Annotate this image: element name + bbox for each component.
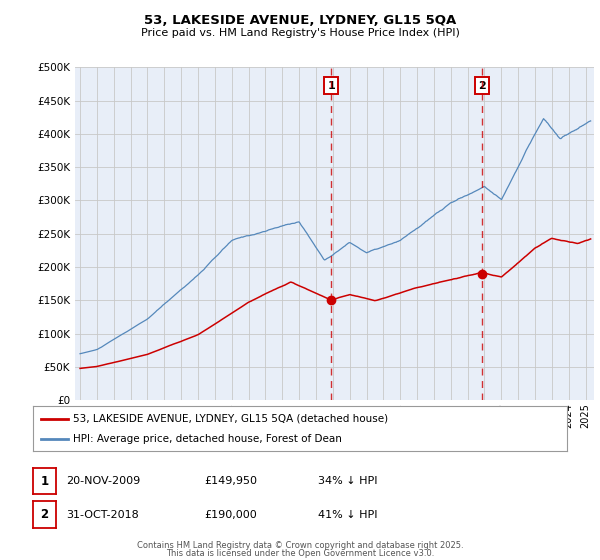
Text: 53, LAKESIDE AVENUE, LYDNEY, GL15 5QA: 53, LAKESIDE AVENUE, LYDNEY, GL15 5QA bbox=[144, 14, 456, 27]
Text: 2: 2 bbox=[40, 508, 49, 521]
Text: 1: 1 bbox=[327, 81, 335, 91]
Text: £190,000: £190,000 bbox=[204, 510, 257, 520]
Text: 41% ↓ HPI: 41% ↓ HPI bbox=[318, 510, 377, 520]
Text: This data is licensed under the Open Government Licence v3.0.: This data is licensed under the Open Gov… bbox=[166, 549, 434, 558]
Text: Price paid vs. HM Land Registry's House Price Index (HPI): Price paid vs. HM Land Registry's House … bbox=[140, 28, 460, 38]
Text: 31-OCT-2018: 31-OCT-2018 bbox=[66, 510, 139, 520]
Text: £149,950: £149,950 bbox=[204, 476, 257, 486]
Text: 53, LAKESIDE AVENUE, LYDNEY, GL15 5QA (detached house): 53, LAKESIDE AVENUE, LYDNEY, GL15 5QA (d… bbox=[73, 413, 388, 423]
Text: 2: 2 bbox=[478, 81, 485, 91]
Text: HPI: Average price, detached house, Forest of Dean: HPI: Average price, detached house, Fore… bbox=[73, 434, 342, 444]
Text: 34% ↓ HPI: 34% ↓ HPI bbox=[318, 476, 377, 486]
Text: 20-NOV-2009: 20-NOV-2009 bbox=[66, 476, 140, 486]
Text: Contains HM Land Registry data © Crown copyright and database right 2025.: Contains HM Land Registry data © Crown c… bbox=[137, 541, 463, 550]
Text: 1: 1 bbox=[40, 474, 49, 488]
